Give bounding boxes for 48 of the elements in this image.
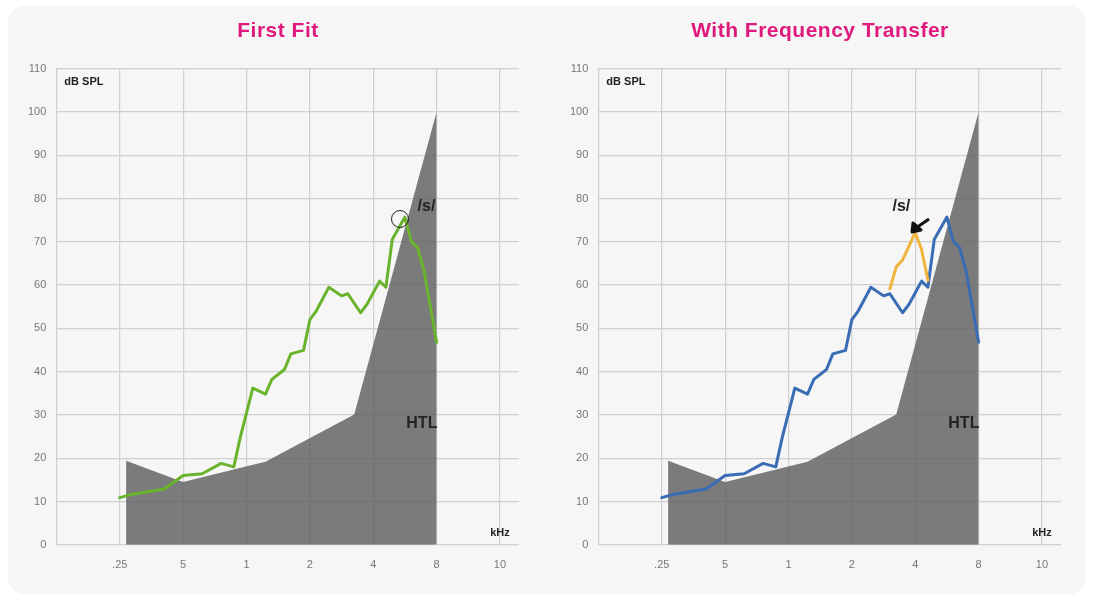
y-tick-label: 100 — [27, 104, 47, 117]
x-tick-label: 4 — [370, 558, 377, 571]
x-tick-label: 2 — [306, 558, 313, 571]
y-tick-label: 50 — [576, 321, 589, 334]
y-axis-title: dB SPL — [64, 75, 104, 88]
x-tick-label: 10 — [1035, 558, 1049, 571]
y-tick-label: 0 — [40, 537, 47, 550]
x-axis-title: kHz — [490, 525, 511, 538]
y-tick-label: 80 — [576, 191, 589, 204]
y-tick-label: 90 — [34, 148, 47, 161]
y-tick-label: 70 — [576, 234, 589, 247]
y-tick-label: 20 — [576, 451, 589, 464]
x-tick-label: 8 — [975, 558, 982, 571]
y-tick-label: 10 — [576, 494, 589, 507]
x-tick-label: 5 — [180, 558, 187, 571]
x-axis-title: kHz — [1032, 525, 1053, 538]
x-tick-label: 5 — [722, 558, 729, 571]
y-tick-label: 60 — [34, 278, 47, 291]
x-tick-label: 1 — [243, 558, 250, 571]
y-tick-label: 50 — [34, 321, 47, 334]
y-tick-label: 40 — [576, 364, 589, 377]
y-tick-label: 30 — [34, 407, 47, 420]
y-tick-label: 0 — [582, 537, 589, 550]
y-tick-label: 10 — [34, 494, 47, 507]
y-tick-label: 110 — [28, 61, 47, 74]
y-tick-label: 70 — [34, 234, 47, 247]
x-tick-label: 10 — [493, 558, 507, 571]
chart-title: With Frequency Transfer — [690, 18, 950, 42]
y-tick-label: 80 — [34, 191, 47, 204]
x-tick-label: .25 — [112, 558, 128, 571]
x-tick-label: .25 — [654, 558, 670, 571]
x-tick-label: 4 — [912, 558, 919, 571]
y-tick-label: 110 — [570, 61, 589, 74]
y-tick-label: 20 — [34, 451, 47, 464]
annotation: /s/ — [892, 197, 911, 215]
annotation: HTL — [948, 413, 980, 431]
x-tick-label: 2 — [848, 558, 855, 571]
y-tick-label: 90 — [576, 148, 589, 161]
y-axis-title: dB SPL — [606, 75, 646, 88]
annotation: /s/ — [417, 197, 436, 215]
x-tick-label: 1 — [785, 558, 792, 571]
chart-title: First Fit — [236, 18, 320, 42]
annotation: HTL — [406, 413, 438, 431]
y-tick-label: 40 — [34, 364, 47, 377]
y-tick-label: 60 — [576, 278, 589, 291]
x-tick-label: 8 — [433, 558, 440, 571]
y-tick-label: 30 — [576, 407, 589, 420]
y-tick-label: 100 — [569, 104, 589, 117]
